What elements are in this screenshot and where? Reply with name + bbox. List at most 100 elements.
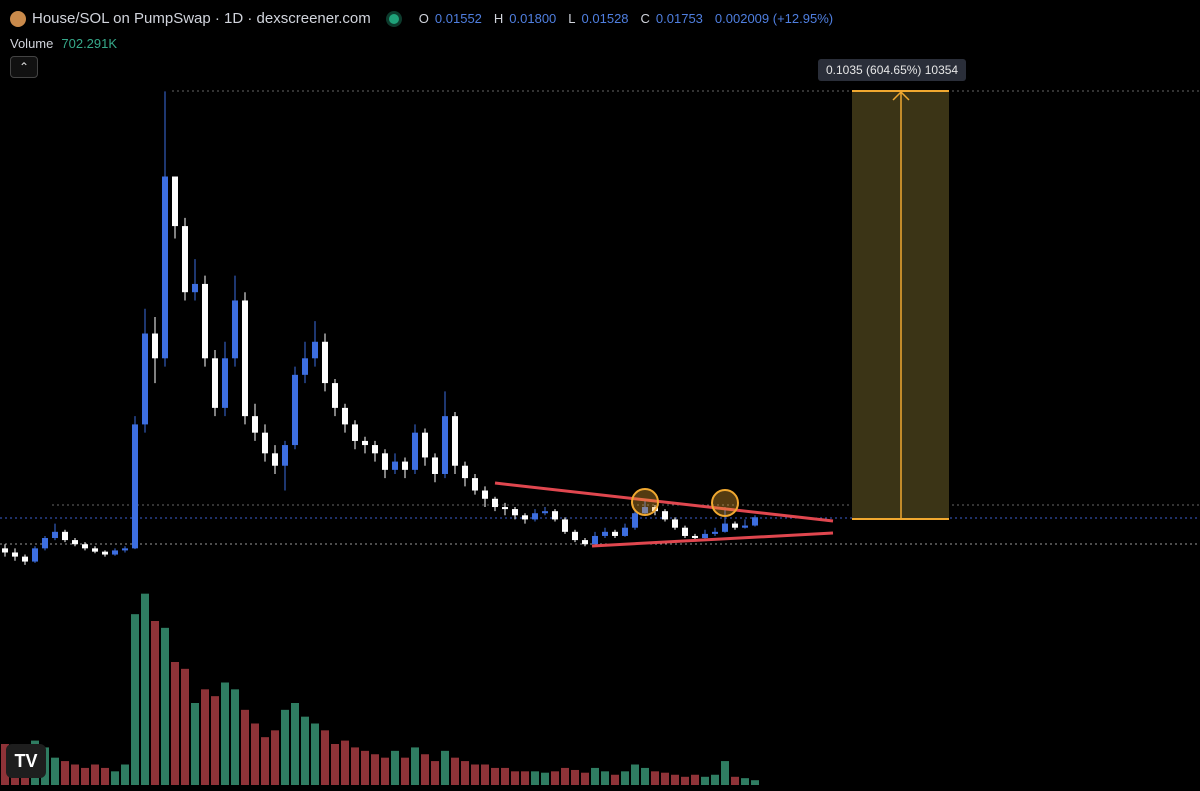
volume-bar — [511, 771, 519, 785]
volume-bar — [131, 614, 139, 785]
close-label: C — [640, 11, 650, 26]
volume-bar — [81, 767, 89, 785]
candle-body — [152, 333, 158, 359]
candle-body — [682, 527, 688, 536]
candle-body — [352, 424, 358, 441]
volume-value: 702.291K — [61, 36, 118, 51]
change: 0.002009 (+12.95%) — [714, 11, 834, 26]
volume-bar — [481, 764, 489, 785]
candle-body — [282, 445, 288, 466]
volume-bar — [351, 747, 359, 785]
candle-body — [42, 538, 48, 549]
open-value: 0.01552 — [434, 11, 482, 26]
candle-body — [142, 333, 148, 425]
header: House/SOL on PumpSwap · 1D · dexscreener… — [10, 10, 839, 27]
candle-body — [72, 540, 78, 545]
volume-bar — [251, 723, 259, 785]
volume-bar — [171, 662, 179, 785]
volume-bar — [391, 750, 399, 785]
volume-bar — [331, 744, 339, 785]
volume-label: Volume — [10, 36, 54, 51]
volume-bar — [571, 769, 579, 785]
volume-bar — [211, 696, 219, 785]
candle-body — [102, 551, 108, 555]
candle-body — [482, 490, 488, 499]
candle-body — [662, 511, 668, 520]
low-value: 0.01528 — [581, 11, 629, 26]
candle-body — [522, 515, 528, 520]
volume-legend: Volume 702.291K — [10, 36, 117, 51]
volume-bar — [531, 771, 539, 785]
candle-body — [532, 513, 538, 520]
touch-circle — [631, 488, 659, 516]
candle-body — [642, 507, 648, 514]
candle-body — [552, 511, 558, 520]
candle-body — [512, 509, 518, 516]
candle-body — [32, 548, 38, 562]
candle-body — [112, 550, 118, 555]
candle-body — [462, 465, 468, 479]
candle-body — [182, 226, 188, 293]
volume-bar — [201, 689, 209, 785]
measure-arrowhead — [892, 90, 910, 101]
touch-circle — [711, 489, 739, 517]
volume-bar — [191, 703, 199, 785]
candle-body — [492, 498, 498, 508]
volume-bar — [281, 709, 289, 785]
candle-body — [302, 358, 308, 375]
candle-body — [572, 531, 578, 541]
volume-bar — [271, 730, 279, 785]
volume-bar — [641, 767, 649, 785]
candle-body — [202, 283, 208, 359]
candle-body — [192, 283, 198, 293]
candle-body — [212, 358, 218, 408]
volume-bar — [521, 771, 529, 785]
candle-body — [542, 511, 548, 514]
candle-body — [452, 416, 458, 466]
trend-line — [591, 531, 834, 548]
high-value: 0.01800 — [509, 11, 557, 26]
volume-bar — [661, 772, 669, 785]
volume-bar — [241, 709, 249, 785]
volume-bar — [651, 771, 659, 785]
candle-body — [62, 531, 68, 541]
volume-bar — [431, 761, 439, 785]
volume-bar — [371, 754, 379, 785]
volume-bar — [491, 767, 499, 785]
volume-bar — [731, 776, 739, 785]
volume-bar — [341, 740, 349, 785]
candle-body — [2, 548, 8, 553]
volume-bar — [91, 764, 99, 785]
candle-body — [702, 533, 708, 539]
volume-bar — [631, 764, 639, 785]
candle-body — [22, 556, 28, 562]
volume-bar — [321, 730, 329, 785]
candle-body — [362, 440, 368, 446]
candle-body — [272, 453, 278, 466]
collapse-button[interactable]: ⌃ — [10, 56, 38, 78]
candle-body — [262, 432, 268, 454]
volume-bar — [121, 764, 129, 785]
candle-body — [752, 517, 758, 526]
low-label: L — [568, 11, 576, 26]
candle-body — [342, 407, 348, 425]
candle-body — [582, 540, 588, 545]
volume-bar — [441, 750, 449, 785]
candle-body — [232, 300, 238, 359]
volume-bar — [401, 757, 409, 785]
candle-body — [412, 432, 418, 470]
volume-bar — [671, 774, 679, 785]
volume-bar — [221, 682, 229, 785]
candle-body — [592, 535, 598, 545]
volume-bar — [141, 593, 149, 785]
candle-body — [132, 424, 138, 549]
candle-body — [122, 548, 128, 551]
volume-bar — [291, 703, 299, 785]
candle-body — [252, 416, 258, 433]
tv-logo[interactable]: TV — [6, 744, 46, 778]
candle-body — [722, 523, 728, 532]
candle-body — [392, 461, 398, 470]
candle-body — [622, 527, 628, 536]
volume-bar — [621, 771, 629, 785]
candle-body — [442, 416, 448, 474]
